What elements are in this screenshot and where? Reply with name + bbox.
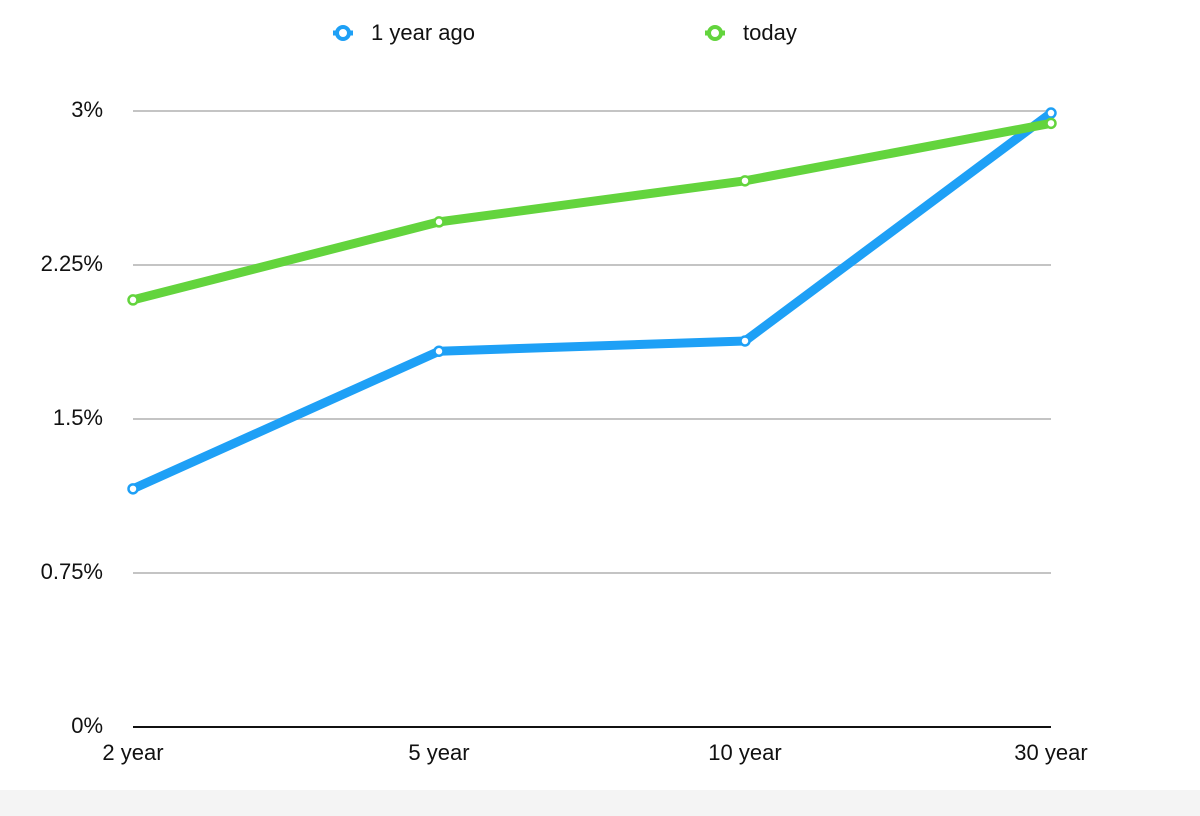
line [128, 118, 1056, 305]
x-tick-label: 5 year [408, 740, 469, 765]
point [127, 294, 139, 306]
legend-marker [707, 25, 723, 41]
point [739, 175, 751, 187]
legend-label: 1 year ago [371, 20, 475, 45]
line [128, 108, 1056, 494]
y-tick-label: 1.5% [53, 405, 103, 430]
point [1045, 107, 1057, 119]
point [739, 335, 751, 347]
y-tick-label: 0.75% [41, 559, 103, 584]
point [127, 483, 139, 495]
point [433, 216, 445, 228]
footer-band [0, 790, 1200, 816]
point [1045, 117, 1057, 130]
legend-label: today [743, 20, 797, 45]
x-tick-label: 2 year [102, 740, 163, 765]
y-tick-label: 3% [71, 97, 103, 122]
x-tick-label: 10 year [708, 740, 781, 765]
point [433, 345, 445, 357]
x-tick-label: 30 year [1014, 740, 1087, 765]
y-tick-label: 2.25% [41, 251, 103, 276]
y-tick-label: 0% [71, 713, 103, 738]
plot [127, 107, 1057, 495]
legend-marker [335, 25, 351, 41]
